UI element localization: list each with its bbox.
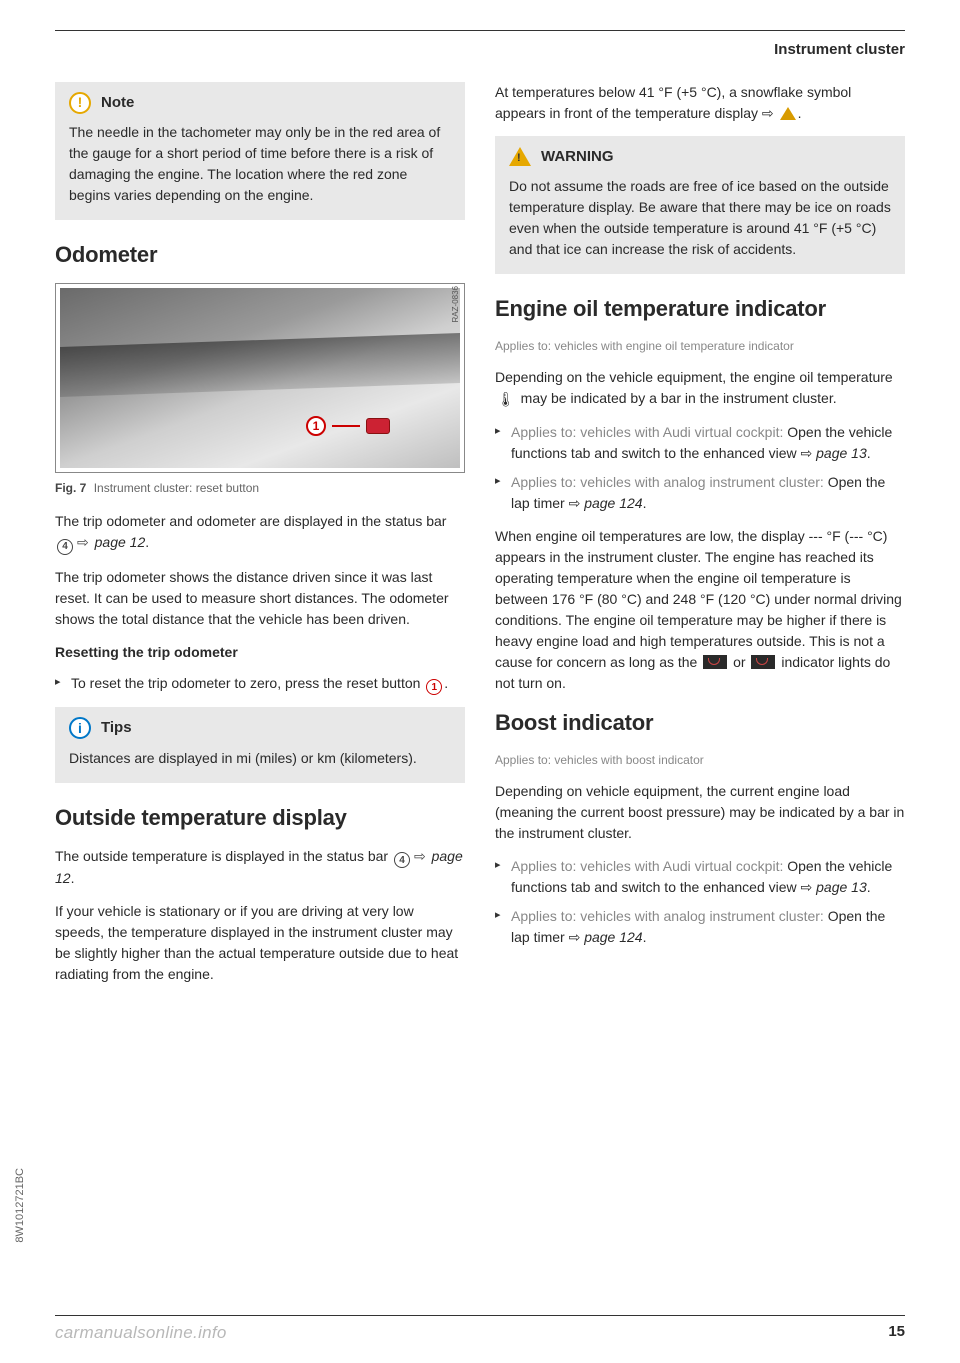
oil-para-2: When engine oil temperatures are low, th… [495, 526, 905, 694]
figure-7: 1 RAZ-0836 [55, 283, 465, 473]
oil-list-item-analog: Applies to: vehicles with analog instrum… [495, 472, 905, 514]
oil-item2-prefix: Applies to: vehicles with analog instrum… [511, 474, 824, 490]
odometer-para-1: The trip odometer and odometer are displ… [55, 511, 465, 555]
figure-7-leader-line [332, 425, 360, 427]
reset-list-item: To reset the trip odometer to zero, pres… [55, 673, 465, 696]
figure-7-reset-button-icon [366, 418, 390, 434]
page-ref-12: page 12 [91, 534, 146, 550]
heading-outside-temp: Outside temperature display [55, 801, 465, 834]
subheading-resetting: Resetting the trip odometer [55, 642, 465, 663]
left-column: ! Note The needle in the tachometer may … [55, 82, 465, 998]
oil-warning-red-icon [703, 655, 727, 669]
tips-body: Distances are displayed in mi (miles) or… [69, 748, 451, 769]
figure-7-caption-label: Fig. 7 [55, 481, 86, 495]
oil-applies-list: Applies to: vehicles with Audi virtual c… [495, 422, 905, 514]
oil-temp-icon: 🌡 [497, 389, 515, 410]
page-ref-124b: page 124 [584, 929, 642, 945]
oil-list-item-virtual: Applies to: vehicles with Audi virtual c… [495, 422, 905, 464]
note-body: The needle in the tachometer may only be… [69, 122, 451, 206]
arrow-icon: ⇨ [77, 534, 89, 550]
note-title: Note [101, 92, 134, 115]
note-icon: ! [69, 92, 91, 114]
boost-list-item-analog: Applies to: vehicles with analog instrum… [495, 906, 905, 948]
oil-para-1: Depending on the vehicle equipment, the … [495, 367, 905, 410]
watermark: carmanualsonline.info [55, 1320, 227, 1346]
tips-callout: i Tips Distances are displayed in mi (mi… [55, 707, 465, 783]
warning-icon [509, 147, 531, 166]
tips-title: Tips [101, 717, 132, 740]
snowflake-para: At temperatures below 41 °F (+5 °C), a s… [495, 82, 905, 124]
header-rule [55, 30, 905, 31]
boost-list-item-virtual: Applies to: vehicles with Audi virtual c… [495, 856, 905, 898]
page-ref-13b: page 13 [816, 879, 867, 895]
figure-7-caption-text: Instrument cluster: reset button [94, 481, 259, 495]
page-number: 15 [888, 1321, 905, 1344]
arrow-icon: ⇨ [414, 848, 426, 864]
heading-oil-temp: Engine oil temperature indicator [495, 292, 905, 325]
warning-triangle-inline-icon [780, 107, 796, 120]
figure-7-caption: Fig. 7 Instrument cluster: reset button [55, 479, 465, 497]
ref-circle-4-icon: 4 [57, 539, 73, 555]
page-ref-13: page 13 [816, 445, 867, 461]
figure-7-side-label: RAZ-0836 [450, 286, 462, 322]
header-section-title: Instrument cluster [55, 39, 905, 62]
heading-boost: Boost indicator [495, 706, 905, 739]
footer: carmanualsonline.info 15 [55, 1315, 905, 1346]
note-callout: ! Note The needle in the tachometer may … [55, 82, 465, 221]
ref-circle-1-icon: 1 [426, 679, 442, 695]
heading-odometer: Odometer [55, 238, 465, 271]
oil-item1-prefix: Applies to: vehicles with Audi virtual c… [511, 424, 783, 440]
boost-item1-prefix: Applies to: vehicles with Audi virtual c… [511, 858, 783, 874]
boost-para-1: Depending on vehicle equipment, the curr… [495, 781, 905, 844]
temp-para-2: If your vehicle is stationary or if you … [55, 901, 465, 985]
page-ref-124: page 124 [584, 495, 642, 511]
boost-item2-prefix: Applies to: vehicles with analog instrum… [511, 908, 824, 924]
document-code: 8W1012721BC [12, 1168, 29, 1243]
ref-circle-4b-icon: 4 [394, 852, 410, 868]
warning-body: Do not assume the roads are free of ice … [509, 176, 891, 260]
boost-applies-list: Applies to: vehicles with Audi virtual c… [495, 856, 905, 948]
reset-list: To reset the trip odometer to zero, pres… [55, 673, 465, 696]
applies-boost: Applies to: vehicles with boost indicato… [495, 751, 905, 769]
figure-7-callout-number: 1 [306, 416, 326, 436]
warning-title: WARNING [541, 146, 614, 169]
right-column: At temperatures below 41 °F (+5 °C), a s… [495, 82, 905, 998]
warning-callout: WARNING Do not assume the roads are free… [495, 136, 905, 275]
tips-icon: i [69, 717, 91, 739]
figure-7-photo: 1 [60, 288, 460, 468]
applies-oil: Applies to: vehicles with engine oil tem… [495, 337, 905, 355]
temp-para-1: The outside temperature is displayed in … [55, 846, 465, 890]
oil-warning-yellow-icon [751, 655, 775, 669]
odometer-para-2: The trip odometer shows the distance dri… [55, 567, 465, 630]
